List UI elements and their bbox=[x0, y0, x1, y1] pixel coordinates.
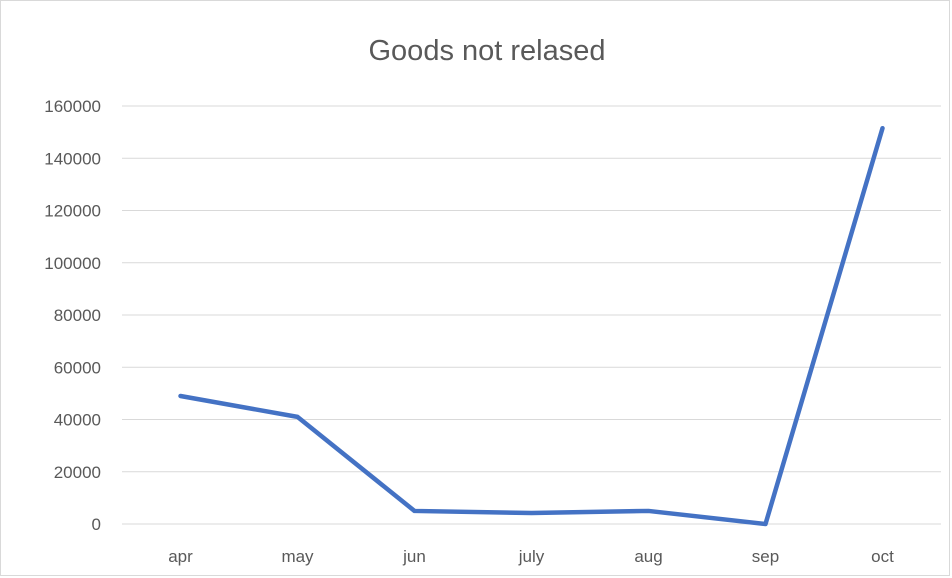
series-line bbox=[178, 125, 885, 527]
gridlines bbox=[122, 105, 941, 473]
y-tick-label: 20000 bbox=[54, 463, 101, 482]
y-tick-label: 40000 bbox=[54, 411, 101, 430]
x-tick-label: july bbox=[518, 547, 545, 566]
x-tick-labels: apr may jun july aug sep oct bbox=[168, 547, 894, 566]
x-tick-label: jun bbox=[402, 547, 426, 566]
y-tick-label: 120000 bbox=[44, 202, 101, 221]
x-tick-label: aug bbox=[634, 547, 662, 566]
y-tick-labels: 0 20000 40000 60000 80000 100000 120000 140000 1… bbox=[44, 97, 101, 534]
chart-title: Goods not relased bbox=[368, 35, 606, 67]
y-tick-label: 0 bbox=[92, 515, 101, 534]
x-tick-label: sep bbox=[752, 547, 779, 566]
y-tick-label: 60000 bbox=[54, 358, 101, 377]
y-tick-label: 100000 bbox=[44, 254, 101, 273]
series-layer bbox=[178, 125, 885, 527]
y-tick-label: 140000 bbox=[44, 149, 101, 168]
x-tick-label: apr bbox=[168, 547, 193, 566]
y-tick-label: 80000 bbox=[54, 306, 101, 325]
x-tick-label: may bbox=[281, 547, 314, 566]
x-tick-label: oct bbox=[871, 547, 894, 566]
y-tick-label: 160000 bbox=[44, 97, 101, 116]
